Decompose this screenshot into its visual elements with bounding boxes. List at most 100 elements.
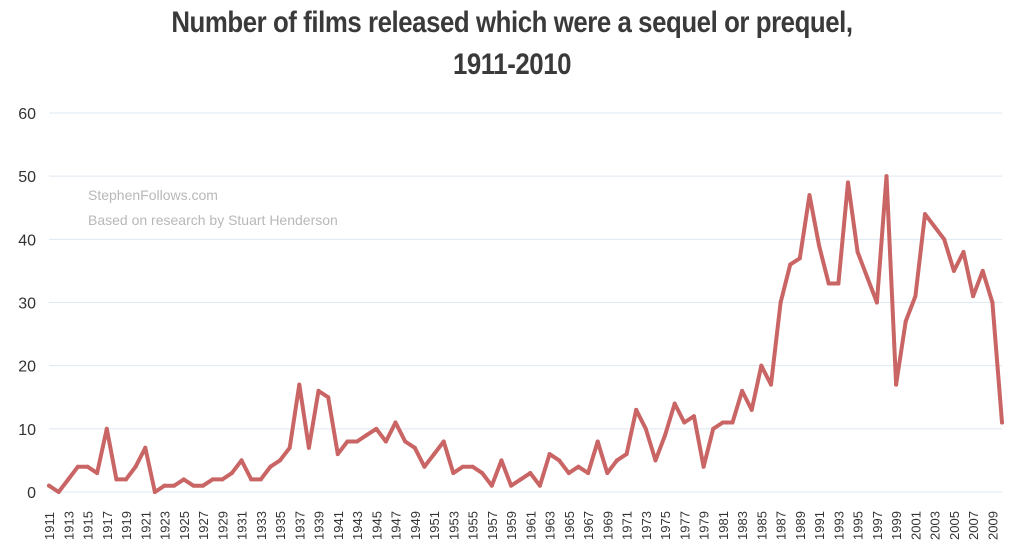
x-tick-label: 1931 — [235, 511, 250, 540]
x-tick-label: 1961 — [523, 511, 538, 540]
data-point — [355, 439, 360, 444]
data-point — [566, 471, 571, 476]
watermark-site: StephenFollows.com — [88, 187, 218, 203]
x-tick-label: 1933 — [254, 511, 269, 540]
x-tick-label: 2005 — [947, 511, 962, 540]
y-tick-label: 30 — [18, 296, 36, 313]
data-point — [451, 471, 456, 476]
data-point — [788, 262, 793, 267]
y-tick-label: 50 — [18, 169, 36, 186]
chart-title: Number of films released which were a se… — [171, 6, 853, 39]
data-point — [749, 407, 754, 412]
x-tick-label: 1987 — [774, 511, 789, 540]
x-tick-label: 1927 — [196, 511, 211, 540]
data-point — [740, 388, 745, 393]
data-point — [537, 483, 542, 488]
x-tick-label: 2001 — [908, 511, 923, 540]
x-tick-label: 1937 — [292, 511, 307, 540]
data-point — [172, 483, 177, 488]
y-tick-label: 60 — [18, 106, 36, 123]
x-tick-label: 1995 — [851, 511, 866, 540]
x-tick-label: 2003 — [928, 511, 943, 540]
data-point — [509, 483, 514, 488]
x-tick-label: 1965 — [562, 511, 577, 540]
x-tick-label: 1929 — [215, 511, 230, 540]
data-point — [287, 445, 292, 450]
x-tick-label: 1911 — [42, 512, 57, 540]
x-tick-label: 1939 — [312, 511, 327, 540]
x-tick-label: 1975 — [658, 511, 673, 540]
data-point — [470, 464, 475, 469]
data-point — [682, 420, 687, 425]
data-point — [922, 212, 927, 217]
x-tick-label: 1949 — [408, 511, 423, 540]
x-tick-label: 2007 — [966, 511, 981, 540]
x-tick-label: 1915 — [81, 511, 96, 540]
series-layer — [47, 174, 1004, 494]
data-point — [143, 445, 148, 450]
data-point — [489, 483, 494, 488]
x-tick-label: 1951 — [427, 511, 442, 540]
data-point — [56, 490, 61, 494]
x-tick-label: 1983 — [735, 511, 750, 540]
x-tick-label: 1993 — [831, 511, 846, 540]
x-tick-label: 1941 — [331, 511, 346, 540]
data-point — [855, 249, 860, 254]
x-tick-label: 1913 — [61, 511, 76, 540]
x-tick-label: 1963 — [543, 511, 558, 540]
data-point — [971, 294, 976, 299]
x-tick-label: 1989 — [793, 511, 808, 540]
data-point — [826, 281, 831, 286]
y-tick-label: 40 — [18, 232, 36, 249]
data-point — [220, 477, 225, 482]
watermark-credit: Based on research by Stuart Henderson — [88, 212, 338, 228]
data-point — [778, 300, 783, 305]
x-tick-label: 1921 — [138, 511, 153, 540]
data-point — [817, 243, 822, 248]
data-point — [865, 275, 870, 280]
data-point — [990, 300, 995, 305]
x-tick-label: 1985 — [754, 511, 769, 540]
x-tick-label: 1973 — [639, 511, 654, 540]
data-point — [624, 452, 629, 457]
data-point — [124, 477, 129, 482]
data-point — [335, 452, 340, 457]
x-tick-label: 1957 — [485, 511, 500, 540]
data-point — [576, 464, 581, 469]
x-tick-label: 1997 — [870, 511, 885, 540]
x-tick-label: 1979 — [697, 511, 712, 540]
data-point — [229, 471, 234, 476]
x-tick-label: 1981 — [716, 511, 731, 540]
data-point — [663, 433, 668, 438]
x-tick-label: 1953 — [446, 511, 461, 540]
data-point — [191, 483, 196, 488]
data-point — [951, 268, 956, 273]
data-point — [653, 458, 658, 463]
data-point — [894, 382, 899, 387]
data-point — [345, 439, 350, 444]
data-point — [634, 407, 639, 412]
x-tick-label: 1999 — [889, 511, 904, 540]
x-tick-label: 1943 — [350, 511, 365, 540]
x-tick-label: 1991 — [812, 511, 827, 540]
data-point — [1000, 420, 1004, 425]
data-point — [152, 490, 157, 494]
y-tick-label: 0 — [27, 485, 36, 502]
x-tick-label: 1947 — [389, 511, 404, 540]
data-point — [595, 439, 600, 444]
data-point — [383, 439, 388, 444]
data-point — [210, 477, 215, 482]
data-point — [768, 382, 773, 387]
data-point — [720, 420, 725, 425]
data-point — [201, 483, 206, 488]
x-tick-label: 1969 — [600, 511, 615, 540]
data-point — [162, 483, 167, 488]
data-point — [942, 237, 947, 242]
data-point — [528, 471, 533, 476]
data-point — [643, 426, 648, 431]
data-point — [364, 433, 369, 438]
data-point — [961, 249, 966, 254]
data-point — [980, 268, 985, 273]
